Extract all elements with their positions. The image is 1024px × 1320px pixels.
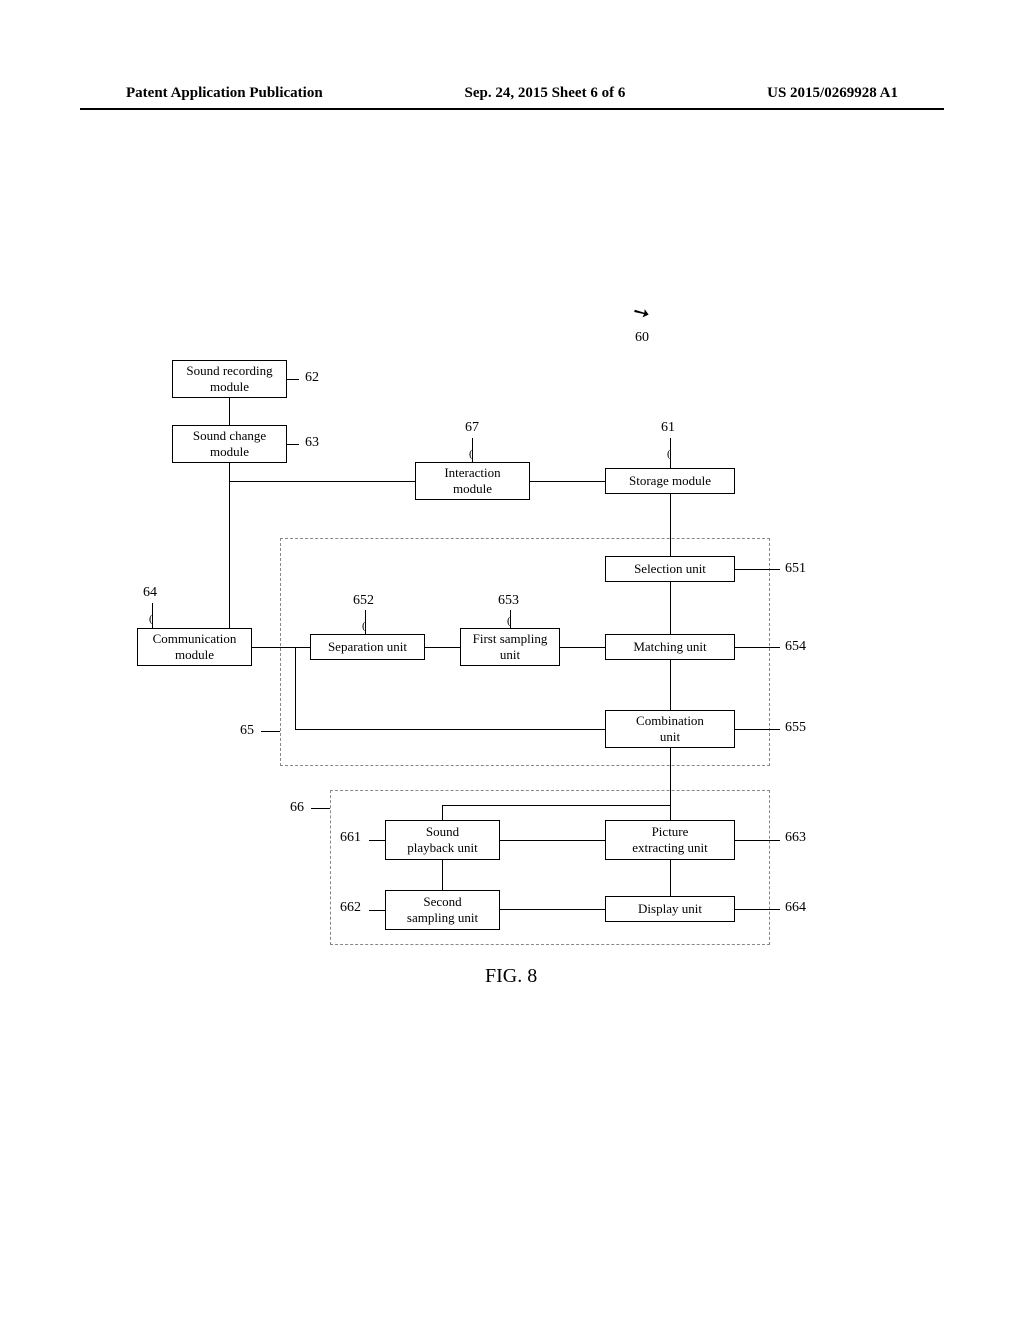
header-right: US 2015/0269928 A1: [767, 85, 898, 102]
connector: [287, 444, 299, 445]
box-label: Display unit: [638, 901, 702, 917]
box-combination: Combination unit: [605, 710, 735, 748]
ref-663: 663: [785, 830, 806, 846]
figure-caption: FIG. 8: [485, 965, 537, 988]
box-label: Matching unit: [633, 639, 706, 655]
tick-curve: (: [507, 615, 511, 627]
box-label: Sound recording module: [186, 363, 272, 394]
ref-60: 60: [635, 330, 649, 346]
box-label: Second sampling unit: [407, 894, 478, 925]
ref-652: 652: [353, 593, 374, 609]
ref-654: 654: [785, 639, 806, 655]
connector: [670, 748, 671, 790]
header-rule: [80, 108, 944, 110]
box-label: Storage module: [629, 473, 711, 489]
connector: [670, 494, 671, 556]
header-left: Patent Application Publication: [126, 85, 323, 102]
tick-curve: (: [667, 448, 671, 460]
page-header: Patent Application Publication Sep. 24, …: [0, 85, 1024, 102]
connector: [442, 860, 443, 890]
box-interaction: Interaction module: [415, 462, 530, 500]
box-label: Sound change module: [193, 428, 266, 459]
block-diagram: ➘ 60 Sound recording module 62 Sound cha…: [125, 310, 905, 1010]
connector: [425, 647, 460, 648]
connector: [369, 910, 385, 911]
box-sound-change: Sound change module: [172, 425, 287, 463]
box-label: Interaction module: [444, 465, 500, 496]
connector: [735, 840, 780, 841]
box-label: Separation unit: [328, 639, 407, 655]
ref-64: 64: [143, 585, 157, 601]
connector: [287, 379, 299, 380]
connector: [735, 647, 780, 648]
connector: [311, 808, 330, 809]
connector: [442, 805, 670, 806]
connector: [229, 481, 230, 628]
box-selection: Selection unit: [605, 556, 735, 582]
box-display: Display unit: [605, 896, 735, 922]
ref-655: 655: [785, 720, 806, 736]
box-picture-extracting: Picture extracting unit: [605, 820, 735, 860]
box-label: Selection unit: [634, 561, 706, 577]
box-communication: Communication module: [137, 628, 252, 666]
connector: [252, 647, 310, 648]
ref-61: 61: [661, 420, 675, 436]
connector: [670, 805, 671, 820]
connector: [261, 731, 280, 732]
connector: [500, 840, 605, 841]
header-center: Sep. 24, 2015 Sheet 6 of 6: [464, 85, 625, 102]
tick-curve: (: [362, 620, 366, 632]
connector: [670, 660, 671, 710]
connector: [735, 569, 780, 570]
box-second-sampling: Second sampling unit: [385, 890, 500, 930]
box-sound-recording: Sound recording module: [172, 360, 287, 398]
connector: [229, 628, 230, 629]
tick-curve: (: [469, 448, 473, 460]
ref-67: 67: [465, 420, 479, 436]
connector: [295, 647, 296, 729]
ref-661: 661: [340, 830, 361, 846]
connector: [229, 481, 415, 482]
ref-66: 66: [290, 800, 304, 816]
arrow-icon: ➘: [628, 297, 655, 327]
connector: [500, 909, 605, 910]
connector: [670, 860, 671, 896]
connector: [670, 582, 671, 634]
box-storage: Storage module: [605, 468, 735, 494]
connector: [229, 398, 230, 425]
box-first-sampling: First sampling unit: [460, 628, 560, 666]
connector: [369, 840, 385, 841]
tick-curve: (: [149, 613, 153, 625]
connector: [735, 729, 780, 730]
ref-664: 664: [785, 900, 806, 916]
ref-662: 662: [340, 900, 361, 916]
ref-651: 651: [785, 561, 806, 577]
connector: [295, 729, 605, 730]
box-label: Communication module: [153, 631, 237, 662]
ref-62: 62: [305, 370, 319, 386]
ref-63: 63: [305, 435, 319, 451]
ref-65: 65: [240, 723, 254, 739]
box-separation: Separation unit: [310, 634, 425, 660]
ref-653: 653: [498, 593, 519, 609]
box-sound-playback: Sound playback unit: [385, 820, 500, 860]
connector: [229, 463, 230, 481]
connector: [442, 805, 443, 820]
box-label: Picture extracting unit: [632, 824, 707, 855]
connector: [735, 909, 780, 910]
connector: [560, 647, 605, 648]
connector: [670, 790, 671, 805]
box-label: Sound playback unit: [407, 824, 477, 855]
connector: [530, 481, 605, 482]
box-label: Combination unit: [636, 713, 704, 744]
box-matching: Matching unit: [605, 634, 735, 660]
box-label: First sampling unit: [473, 631, 548, 662]
